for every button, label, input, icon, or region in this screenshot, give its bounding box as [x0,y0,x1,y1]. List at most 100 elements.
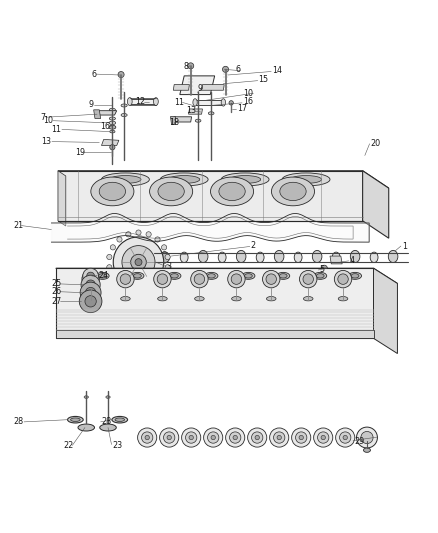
Text: 22: 22 [64,441,74,450]
Circle shape [292,428,311,447]
Circle shape [321,435,325,440]
Ellipse shape [109,125,116,129]
Ellipse shape [96,272,109,279]
Circle shape [300,270,317,288]
Polygon shape [58,171,363,221]
Polygon shape [130,99,156,104]
Ellipse shape [112,416,127,423]
Circle shape [357,427,378,448]
Circle shape [79,290,102,313]
Ellipse shape [150,177,193,206]
Ellipse shape [99,273,106,278]
Polygon shape [58,171,389,188]
Ellipse shape [332,252,340,263]
Circle shape [189,435,193,440]
Ellipse shape [290,175,321,183]
Ellipse shape [338,296,348,301]
Text: 10: 10 [243,89,253,98]
Circle shape [113,237,164,287]
Text: 28: 28 [14,417,24,426]
Circle shape [339,432,351,443]
Circle shape [146,287,151,293]
Circle shape [204,428,223,447]
Circle shape [226,428,245,447]
Circle shape [110,274,116,279]
Ellipse shape [153,98,158,106]
Circle shape [110,245,116,250]
Ellipse shape [78,424,95,431]
Ellipse shape [91,177,134,206]
Ellipse shape [110,108,116,111]
Ellipse shape [221,99,226,106]
Circle shape [85,287,96,298]
Ellipse shape [71,418,80,422]
Circle shape [154,270,171,288]
Text: 19: 19 [75,148,85,157]
Text: 27: 27 [51,297,62,306]
Ellipse shape [279,273,287,278]
Text: 29: 29 [354,437,364,446]
Circle shape [187,63,194,69]
Ellipse shape [312,251,322,263]
Polygon shape [97,111,117,115]
Circle shape [135,259,142,265]
Polygon shape [195,100,223,104]
Ellipse shape [266,296,276,301]
Polygon shape [180,76,215,94]
Ellipse shape [304,296,313,301]
Ellipse shape [221,173,269,186]
Circle shape [266,274,276,284]
Text: 6: 6 [91,70,96,79]
Ellipse shape [194,296,204,301]
Text: 7: 7 [41,112,46,122]
Text: 10: 10 [43,116,53,125]
Ellipse shape [168,272,181,279]
Text: 23: 23 [113,441,123,450]
Circle shape [136,289,141,294]
Circle shape [107,265,112,270]
Text: 2: 2 [251,241,256,250]
Polygon shape [173,117,191,122]
Circle shape [230,432,241,443]
Circle shape [110,144,115,150]
Text: 20: 20 [371,139,381,148]
Circle shape [191,270,208,288]
Polygon shape [56,268,397,284]
Text: 25: 25 [51,279,62,288]
Text: 13: 13 [186,106,196,115]
Text: 9: 9 [197,84,202,93]
Ellipse shape [237,251,246,263]
Circle shape [117,237,122,242]
Ellipse shape [131,272,144,279]
Text: 13: 13 [42,137,51,146]
Ellipse shape [256,252,264,263]
Polygon shape [56,268,374,338]
Text: 11: 11 [51,125,61,134]
Circle shape [162,274,167,279]
Ellipse shape [193,99,197,106]
Ellipse shape [86,296,95,301]
Polygon shape [51,213,369,242]
Text: 15: 15 [258,75,269,84]
Ellipse shape [350,251,360,263]
Ellipse shape [102,173,149,186]
Ellipse shape [170,273,178,278]
Circle shape [155,237,160,242]
Ellipse shape [198,251,208,263]
Ellipse shape [110,126,116,129]
Ellipse shape [316,273,324,278]
Ellipse shape [115,418,124,422]
Circle shape [155,282,160,287]
Circle shape [314,428,333,447]
Circle shape [117,282,122,287]
Polygon shape [58,171,66,226]
Ellipse shape [106,396,110,398]
Ellipse shape [208,273,215,278]
Polygon shape [102,140,119,146]
Circle shape [145,435,149,440]
Text: 26: 26 [51,287,62,296]
Circle shape [361,431,373,443]
Ellipse shape [99,182,126,200]
Circle shape [146,232,151,237]
Ellipse shape [370,252,378,263]
